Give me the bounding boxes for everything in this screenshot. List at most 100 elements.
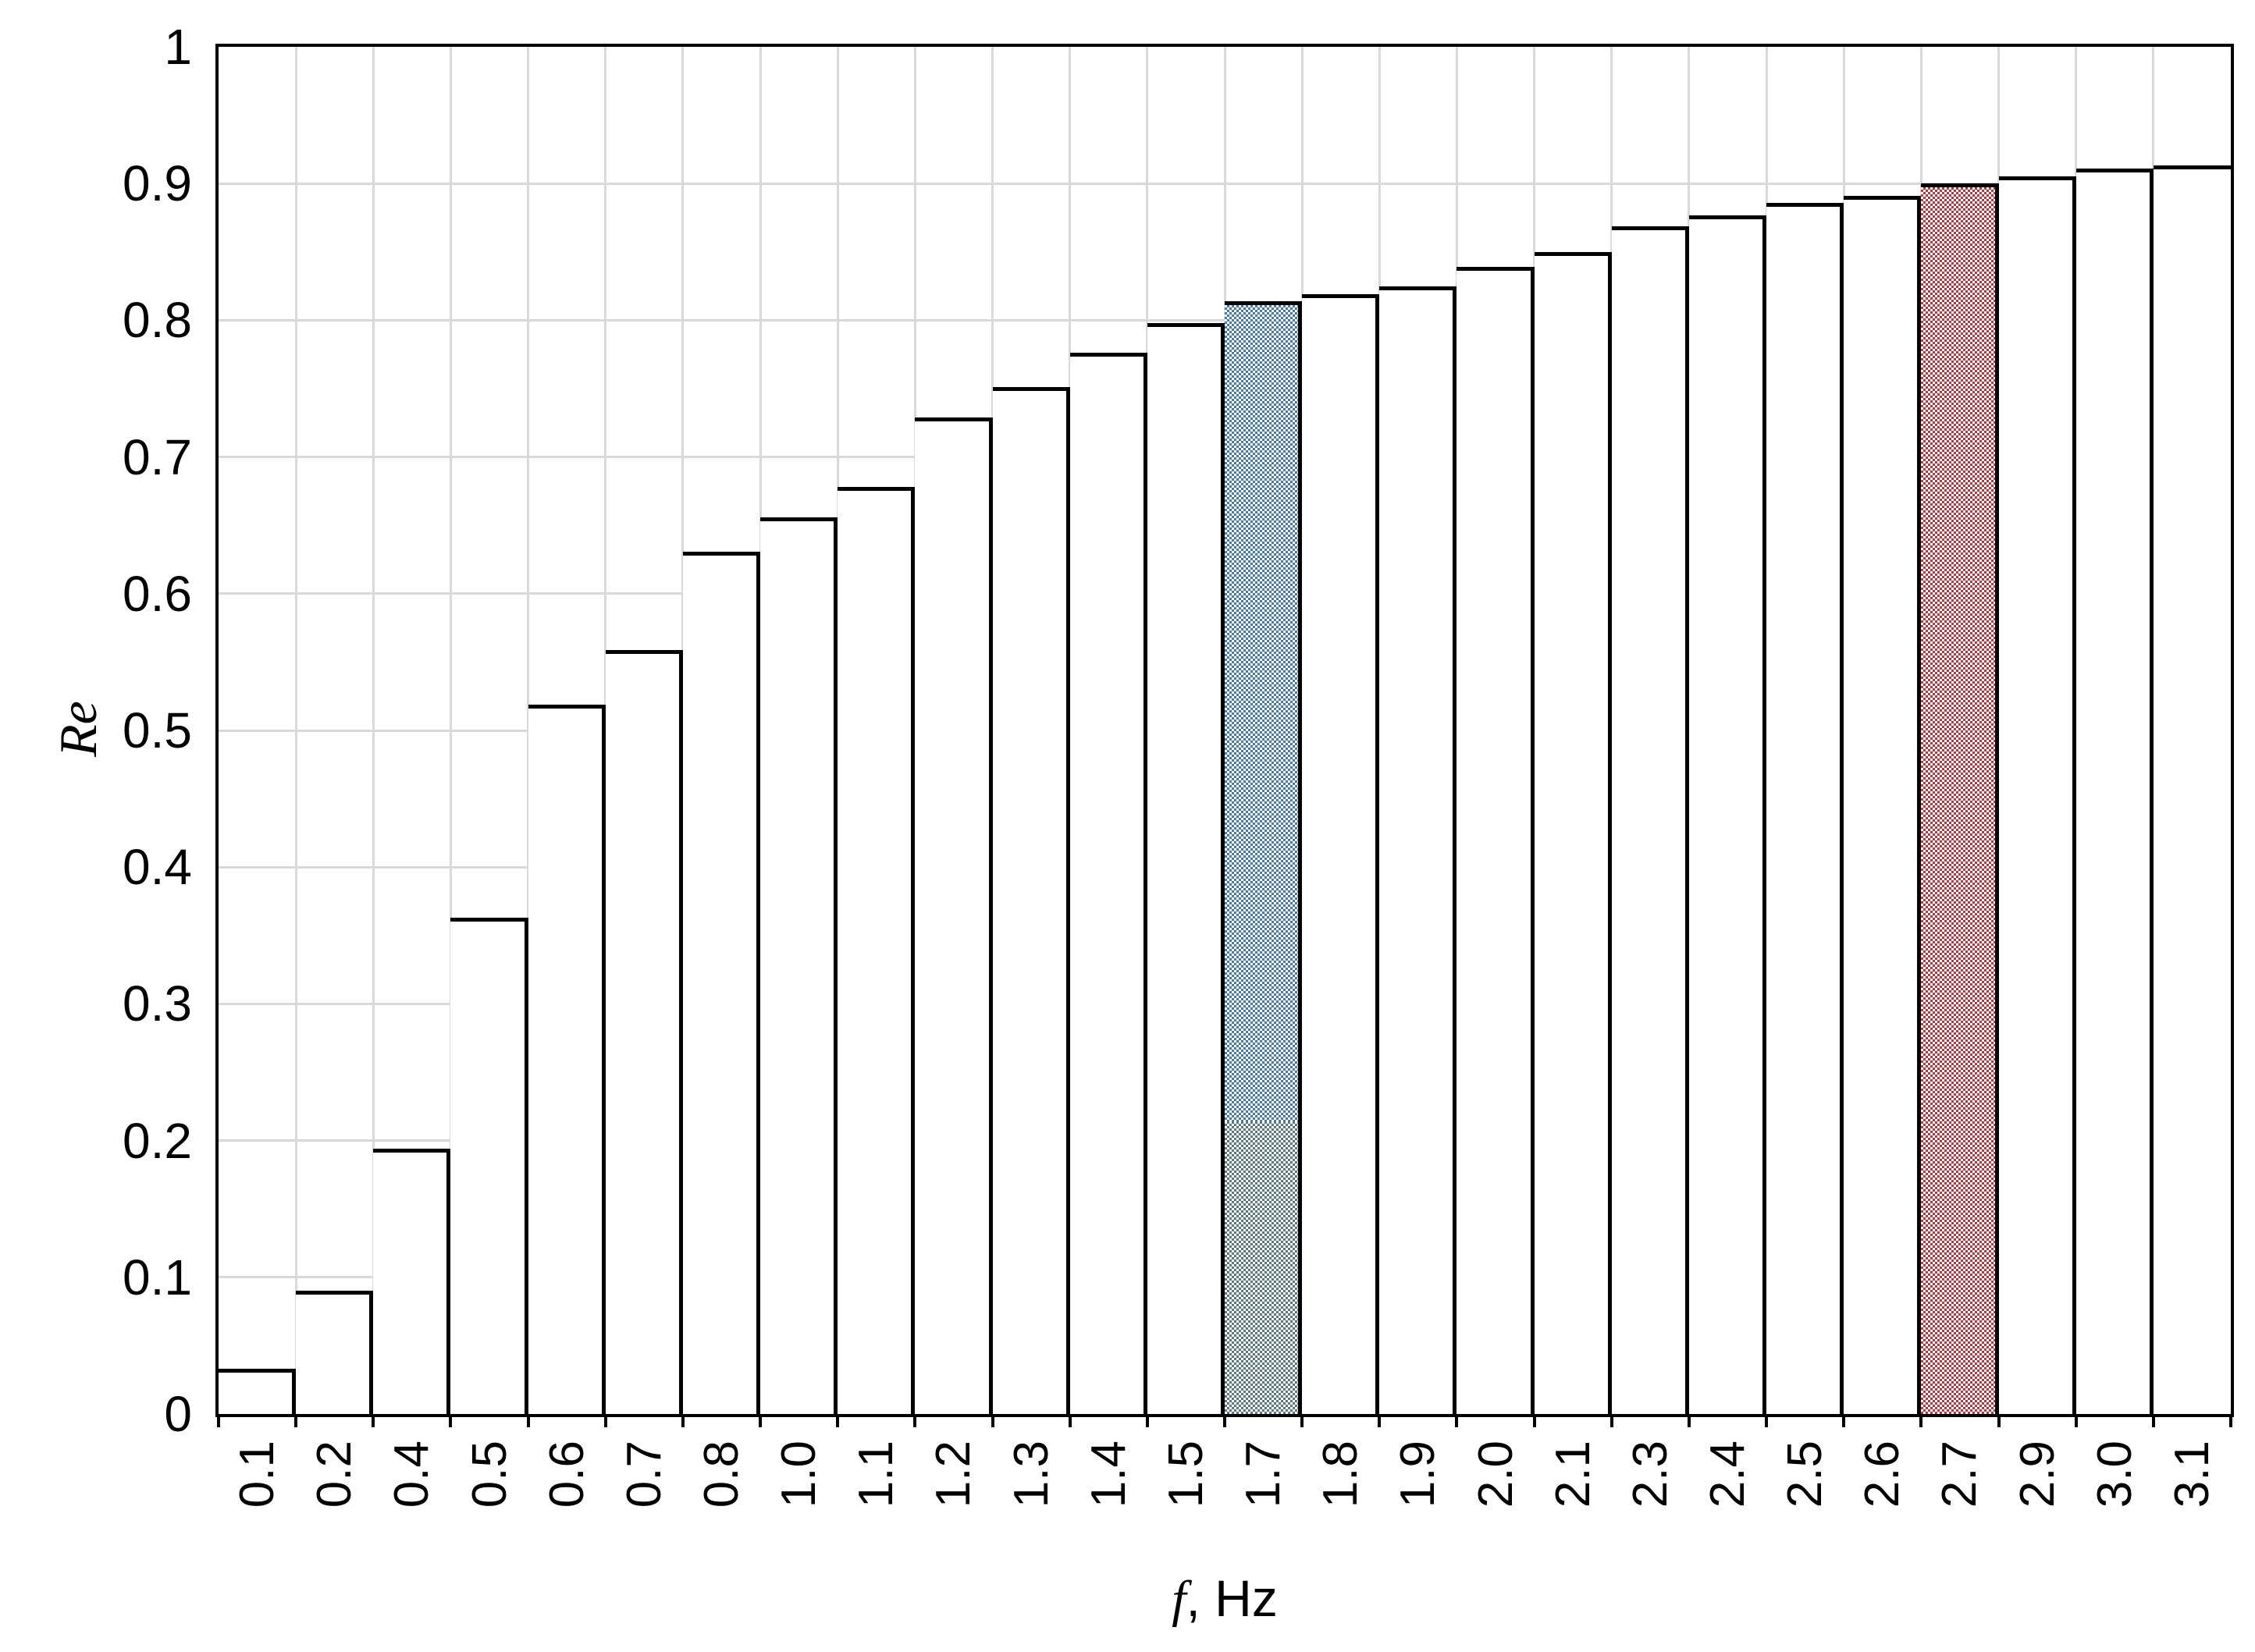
bar-1.0 [760, 517, 838, 1414]
x-tick-label-text: 0.8 [695, 1441, 749, 1508]
bar-2.6 [1844, 195, 1922, 1414]
x-tick-label-text: 2.6 [1855, 1441, 1910, 1508]
x-tick-label-text: 2.1 [1545, 1441, 1600, 1508]
y-tick-label: 0.5 [123, 702, 192, 758]
x-tick-label-text: 0.2 [308, 1441, 362, 1508]
bar-1.5 [1147, 322, 1225, 1414]
x-tick-label: 3.1 [2153, 1441, 2231, 1558]
x-axis-tick [217, 1417, 220, 1427]
x-tick-label-text: 2.7 [1933, 1441, 1987, 1508]
x-tick-label: 2.4 [1689, 1441, 1767, 1558]
x-tick-label: 2.0 [1457, 1441, 1535, 1558]
x-tick-label: 0.8 [683, 1441, 761, 1558]
x-tick-label-text: 1.3 [1004, 1441, 1058, 1508]
bar-1.7 [1225, 300, 1303, 1414]
x-axis-tick [1687, 1417, 1691, 1427]
bar-1.8 [1302, 294, 1380, 1414]
x-tick-label: 0.4 [373, 1441, 451, 1558]
y-tick-label: 0.6 [123, 565, 192, 622]
bar-0.8 [682, 551, 761, 1414]
x-tick-label-text: 2.3 [1623, 1441, 1677, 1508]
x-tick-label: 0.6 [528, 1441, 606, 1558]
x-tick-label-text: 1.0 [772, 1441, 827, 1508]
x-tick-label-text: 1.1 [849, 1441, 904, 1508]
x-tick-label: 2.6 [1844, 1441, 1922, 1558]
x-axis-tick [2074, 1417, 2078, 1427]
bar-1.1 [838, 487, 916, 1414]
x-axis-tick [372, 1417, 375, 1427]
x-tick-label-text: 1.4 [1081, 1441, 1136, 1508]
bar-2.7 [1921, 183, 1999, 1414]
bar-2.4 [1688, 215, 1767, 1414]
x-tick-label: 1.9 [1379, 1441, 1457, 1558]
x-axis-tick [1532, 1417, 1536, 1427]
bar-2.0 [1457, 267, 1535, 1414]
x-tick-label: 1.1 [838, 1441, 916, 1558]
v-gridline [449, 47, 452, 1414]
x-tick-label: 1.7 [1225, 1441, 1303, 1558]
x-tick-label-text: 3.0 [2087, 1441, 2142, 1508]
x-axis-tick [603, 1417, 607, 1427]
bar-2.1 [1534, 251, 1612, 1414]
x-axis-tick [1145, 1417, 1149, 1427]
y-tick-label: 0.9 [123, 155, 192, 212]
bar-0.7 [605, 649, 683, 1414]
x-tick-label-text: 1.8 [1314, 1441, 1368, 1508]
x-axis-tick [1223, 1417, 1226, 1427]
y-tick-label: 0.7 [123, 428, 192, 485]
bar-0.5 [450, 918, 528, 1414]
bar-0.4 [373, 1149, 451, 1414]
x-tick-label-text: 2.0 [1468, 1441, 1523, 1508]
x-tick-label: 0.2 [296, 1441, 374, 1558]
x-axis-tick [526, 1417, 530, 1427]
y-tick-label: 0 [164, 1386, 192, 1442]
x-tick-label: 3.0 [2075, 1441, 2154, 1558]
bar-3.1 [2153, 165, 2231, 1414]
x-axis-tick [1609, 1417, 1613, 1427]
x-tick-label-text: 0.4 [385, 1441, 439, 1508]
y-tick-label: 1 [164, 19, 192, 75]
y-tick-label: 0.2 [123, 1112, 192, 1169]
y-tick-label: 0.1 [123, 1249, 192, 1306]
bar-1.9 [1379, 286, 1457, 1414]
x-tick-label: 0.1 [219, 1441, 297, 1558]
x-axis-tick [1919, 1417, 1923, 1427]
x-axis-title: f, Hz [219, 1569, 2231, 1629]
x-tick-label-text: 2.9 [2010, 1441, 2065, 1508]
x-tick-label-text: 0.5 [462, 1441, 517, 1508]
x-tick-label: 2.9 [1998, 1441, 2076, 1558]
x-axis-tick [681, 1417, 685, 1427]
x-tick-label: 1.2 [915, 1441, 993, 1558]
x-axis-tick [1997, 1417, 2001, 1427]
x-tick-label-text: 1.9 [1391, 1441, 1446, 1508]
x-tick-label: 2.1 [1534, 1441, 1612, 1558]
x-axis-tick [836, 1417, 840, 1427]
x-tick-label: 1.8 [1302, 1441, 1380, 1558]
bar-2.5 [1766, 202, 1844, 1414]
bar-0.2 [296, 1291, 374, 1414]
x-tick-label: 1.5 [1147, 1441, 1225, 1558]
x-tick-label: 0.7 [605, 1441, 683, 1558]
x-tick-label-text: 1.7 [1236, 1441, 1291, 1508]
x-tick-label: 0.5 [450, 1441, 528, 1558]
bar-0.6 [528, 704, 606, 1414]
bar-1.7-overlay-segment [1225, 1121, 1299, 1414]
x-axis-tick [1300, 1417, 1304, 1427]
x-tick-label: 1.0 [760, 1441, 838, 1558]
x-axis-tick [759, 1417, 763, 1427]
x-tick-label-text: 1.2 [927, 1441, 981, 1508]
x-axis-tick [1765, 1417, 1769, 1427]
x-tick-label-text: 2.5 [1778, 1441, 1833, 1508]
y-tick-label: 0.3 [123, 975, 192, 1032]
x-tick-label-text: 0.7 [617, 1441, 671, 1508]
x-tick-label-text: 0.6 [539, 1441, 594, 1508]
bar-1.4 [1069, 353, 1147, 1414]
x-axis-tick [1068, 1417, 1072, 1427]
x-axis-tick [1455, 1417, 1459, 1427]
x-axis-tick [913, 1417, 917, 1427]
x-tick-label: 2.3 [1611, 1441, 1689, 1558]
x-axis-tick [1378, 1417, 1382, 1427]
v-gridline [294, 47, 297, 1414]
bar-3.0 [2075, 168, 2154, 1414]
